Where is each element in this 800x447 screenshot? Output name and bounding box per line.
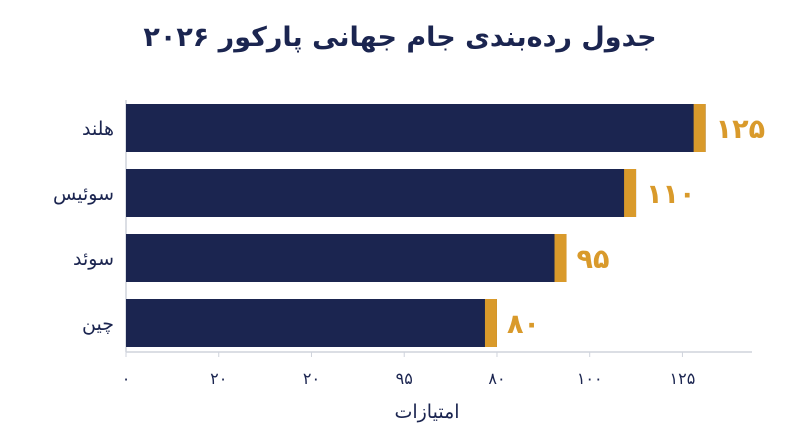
bar-value-label: ۱۲۵: [716, 114, 765, 145]
category-label: سوئد: [73, 248, 114, 270]
bar-cap-2: [624, 169, 637, 217]
bar-value-label: ۹۵: [577, 244, 610, 275]
chart-title: جدول رده‌بندی جام جهانی پارکور ۲۰۲۶: [143, 22, 657, 53]
bar-2[interactable]: [126, 169, 637, 217]
bar-3[interactable]: [126, 234, 567, 282]
x-tick-label: ۰: [122, 369, 131, 388]
bar-value-label: ۸۰: [507, 309, 540, 340]
bar-value-label: ۱۱۰: [646, 179, 695, 210]
bar-1[interactable]: [126, 104, 706, 152]
x-tick-label: ۱۲۵: [670, 369, 696, 388]
category-label: سوئیس: [53, 183, 114, 205]
x-tick-label: ۹۵: [396, 369, 413, 388]
x-tick-label: ۲۰: [210, 369, 227, 388]
category-label: چین: [82, 313, 114, 335]
bar-cap-3: [554, 234, 567, 282]
x-tick-label: ۲۰: [303, 369, 320, 388]
bar-cap-1: [693, 104, 706, 152]
bar-4[interactable]: [126, 299, 497, 347]
category-label: هلند: [82, 118, 114, 140]
x-axis-title: امتیازات: [394, 401, 459, 423]
bar-cap-4: [484, 299, 497, 347]
x-tick-label: ۸۰: [488, 369, 505, 388]
x-tick-label: ۱۰۰: [577, 369, 603, 388]
